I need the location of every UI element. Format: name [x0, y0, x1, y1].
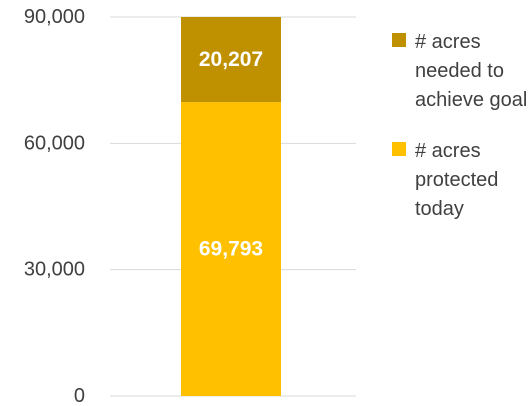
legend-label-needed: # acres needed to achieve goal [415, 31, 528, 111]
legend-swatch-needed [392, 33, 406, 47]
data-label-1: 20,207 [199, 48, 263, 71]
y-tick-label-0: 0 [74, 385, 85, 406]
bar-segment-0 [181, 102, 281, 396]
data-label-0: 69,793 [199, 238, 263, 261]
legend-item-protected: # acres protected today [392, 137, 531, 224]
legend-item-needed: # acres needed to achieve goal [392, 28, 531, 115]
y-tick-label-1: 30,000 [24, 259, 85, 281]
legend-swatch-protected [392, 142, 406, 156]
bar-segment-1 [181, 17, 281, 103]
y-tick-label-3: 90,000 [24, 6, 85, 28]
legend: # acres needed to achieve goal # acres p… [392, 28, 531, 246]
legend-label-protected: # acres protected today [415, 140, 499, 220]
y-tick-label-2: 60,000 [24, 132, 85, 154]
